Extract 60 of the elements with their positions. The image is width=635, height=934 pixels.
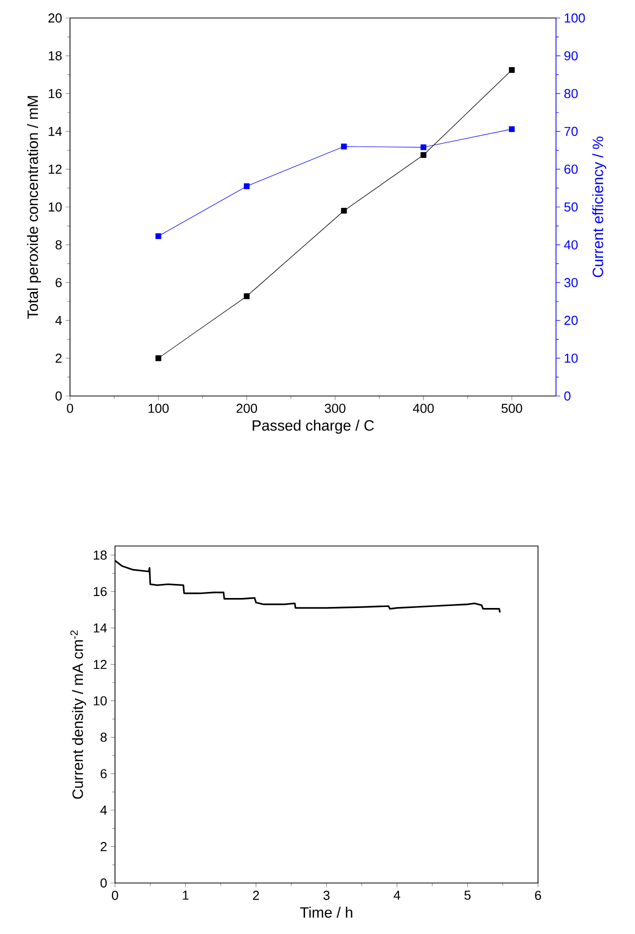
y2-tick-label: 60 — [564, 164, 578, 174]
y2-tick-label: 80 — [564, 89, 578, 98]
y-tick-label: 18 — [94, 550, 107, 560]
x-tick-label: 2 — [253, 890, 259, 900]
y-tick-label: 12 — [94, 660, 107, 669]
point — [420, 144, 426, 150]
y2-tick-label: 30 — [564, 278, 578, 288]
y-tick-label: 18 — [48, 51, 62, 60]
y2-tick-label: 70 — [564, 126, 578, 136]
x-tick-label: 100 — [148, 404, 169, 413]
x-tick-label: 5 — [464, 890, 471, 900]
point — [420, 152, 426, 158]
point — [155, 355, 162, 362]
y-axis-title: Total peroxide concentration / mM — [27, 96, 41, 319]
x-tick-label: 0 — [66, 404, 74, 413]
x-axis-title: Time / h — [300, 906, 352, 918]
y2-tick-label: 0 — [564, 391, 570, 401]
y-tick-label: 2 — [56, 354, 62, 363]
point — [341, 144, 347, 150]
x-tick-label: 400 — [412, 404, 434, 413]
y2-tick-label: 40 — [564, 240, 578, 250]
y-tick-label: 0 — [56, 391, 62, 401]
x-tick-label: 300 — [324, 404, 346, 413]
x-tick-label: 1 — [182, 890, 188, 900]
y-axis-title: Current density / mA cm$^{-2}$ — [70, 630, 86, 799]
y-tick-label: 6 — [100, 769, 107, 778]
y-tick-label: 10 — [94, 696, 107, 706]
y2-tick-label: 90 — [564, 51, 578, 60]
y-tick-label: 4 — [100, 806, 107, 815]
point — [508, 126, 515, 132]
y-tick-label: 14 — [48, 126, 62, 136]
y-tick-label: 2 — [100, 842, 107, 852]
x-tick-label: 4 — [394, 890, 400, 900]
point — [341, 208, 347, 214]
y-tick-label: 0 — [100, 878, 107, 888]
y2-tick-label: 50 — [564, 202, 578, 212]
y-tick-label: 14 — [94, 624, 107, 632]
y2-tick-label: 20 — [564, 316, 578, 325]
point — [244, 183, 250, 190]
y-tick-label: 6 — [56, 278, 62, 288]
x-tick-label: 200 — [236, 404, 258, 413]
y-tick-label: 20 — [48, 13, 62, 23]
y-tick-label: 10 — [48, 202, 62, 212]
point — [244, 293, 250, 300]
x-tick-label: 6 — [535, 890, 542, 900]
y-tick-label: 4 — [55, 316, 62, 325]
y2-axis-title: Current efficiency / % — [592, 136, 606, 278]
y-tick-label: 8 — [100, 732, 107, 742]
y-tick-label: 16 — [48, 89, 62, 98]
y2-tick-label: 100 — [564, 13, 585, 23]
y2-tick-label: 10 — [564, 354, 578, 363]
x-tick-label: 0 — [112, 890, 118, 900]
point — [155, 233, 162, 239]
x-tick-label: 500 — [502, 404, 522, 413]
y-tick-label: 12 — [48, 164, 62, 174]
x-tick-label: 3 — [323, 890, 330, 900]
y-tick-label: 16 — [94, 586, 107, 596]
point — [508, 67, 515, 73]
x-axis-title: Passed charge / C — [252, 420, 374, 434]
y-tick-label: 8 — [56, 240, 62, 250]
